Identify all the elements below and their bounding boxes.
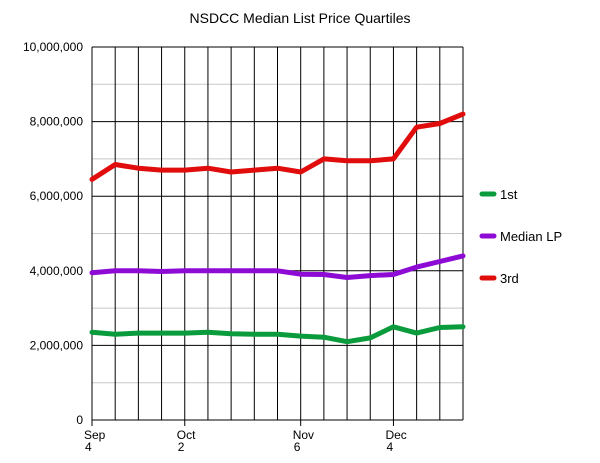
legend-label: Median LP xyxy=(500,229,562,244)
y-tick-label: 4,000,000 xyxy=(30,264,84,278)
x-tick-label: Dec xyxy=(385,428,406,442)
grid xyxy=(91,46,464,421)
x-tick-label: 4 xyxy=(386,440,393,454)
y-tick-label: 6,000,000 xyxy=(30,189,84,203)
x-tick-label: 2 xyxy=(178,440,185,454)
x-tick-label: Oct xyxy=(177,428,196,442)
y-tick-label: 10,000,000 xyxy=(23,40,83,54)
y-tick-label: 2,000,000 xyxy=(30,338,84,352)
y-tick-label: 0 xyxy=(76,413,83,427)
legend-label: 3rd xyxy=(500,271,519,286)
series-line-median-lp xyxy=(89,253,466,280)
x-tick-label: Sep xyxy=(84,428,106,442)
x-tick-label: 6 xyxy=(294,440,301,454)
axes: 0 2,000,000 4,000,000 6,000,000 8,000,000 10,… xyxy=(23,40,407,454)
chart-title: NSDCC Median List Price Quartiles xyxy=(190,10,411,26)
legend-label: 1st xyxy=(500,187,518,202)
x-tick-label: Nov xyxy=(293,428,314,442)
x-tick-label: 4 xyxy=(85,440,92,454)
series xyxy=(89,111,466,345)
legend: 1st Median LP 3rd xyxy=(479,187,562,286)
y-tick-label: 8,000,000 xyxy=(30,115,84,129)
series-line-3rd xyxy=(89,111,466,182)
series-line-1st xyxy=(89,324,466,345)
